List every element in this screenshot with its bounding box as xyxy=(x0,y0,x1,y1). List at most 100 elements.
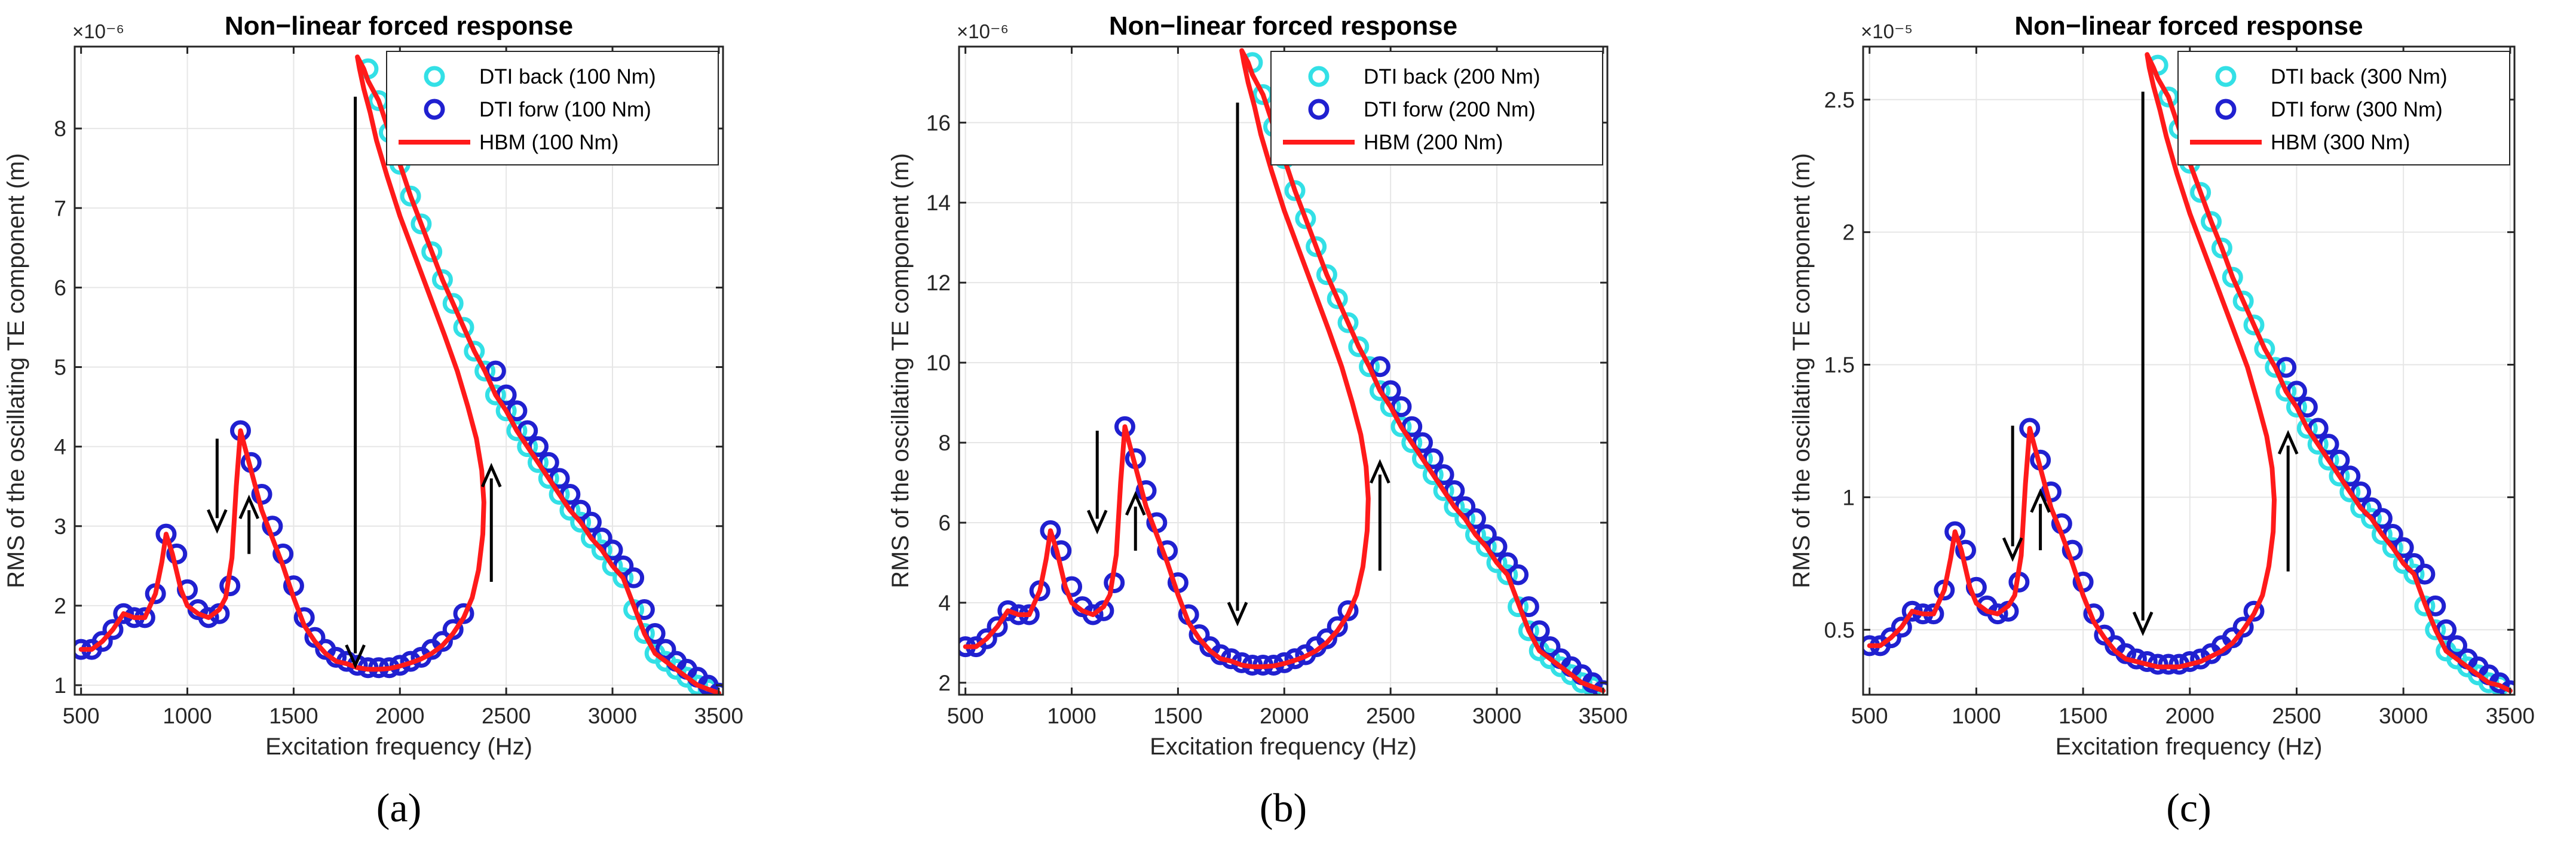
x-tick-label: 3500 xyxy=(694,704,743,728)
x-tick-label: 3000 xyxy=(1472,704,1521,728)
data-point xyxy=(2222,266,2243,288)
legend-marker-forw xyxy=(1308,99,1330,120)
x-axis-label: Excitation frequency (Hz) xyxy=(2056,734,2323,760)
legend: DTI back (100 Nm) DTI forw (100 Nm) HBM (1… xyxy=(386,51,719,165)
y-tick-label: 2 xyxy=(938,671,951,695)
data-point xyxy=(2232,290,2254,312)
chart-title: Non−linear forced response xyxy=(225,11,573,41)
y-tick-label: 7 xyxy=(54,196,66,220)
data-point xyxy=(1316,264,1337,286)
data-point xyxy=(1295,208,1316,229)
chart-title: Non−linear forced response xyxy=(1109,11,1457,41)
data-point xyxy=(2361,508,2382,529)
series-hbm-line xyxy=(963,48,1606,694)
chart-panel-3: 500 1000 1500 2000 2500 3000 3500 0.5 1 1.5 2 2.5 ×1… xyxy=(1788,11,2535,830)
legend: DTI back (200 Nm) DTI forw (200 Nm) HBM (2… xyxy=(1270,51,1603,165)
data-point xyxy=(411,213,432,235)
x-tick-label: 2500 xyxy=(1366,704,1415,728)
data-point xyxy=(442,293,464,314)
data-point xyxy=(1306,236,1327,257)
data-point xyxy=(453,603,474,624)
data-point xyxy=(2232,616,2254,638)
data-point xyxy=(2158,654,2179,675)
y-tick-label: 4 xyxy=(938,591,951,615)
data-point xyxy=(2275,381,2297,402)
axes-box xyxy=(958,45,1609,696)
legend-label: DTI forw (200 Nm) xyxy=(1364,98,1536,121)
data-point xyxy=(1571,672,1592,694)
x-tick-label: 500 xyxy=(63,704,100,728)
y-axis-label: RMS of the oscillating TE component (m) xyxy=(887,153,914,588)
legend-label: DTI back (200 Nm) xyxy=(1364,65,1540,88)
x-axis-label: Excitation frequency (Hz) xyxy=(1150,734,1417,760)
data-point xyxy=(987,616,1008,637)
data-point xyxy=(1475,536,1497,557)
legend-label: DTI back (300 Nm) xyxy=(2271,65,2448,88)
data-point xyxy=(2446,635,2468,656)
legend-marker-back xyxy=(1308,66,1330,87)
data-point xyxy=(1082,604,1104,625)
jump-arrow xyxy=(1125,490,1146,551)
data-point xyxy=(1891,616,1912,638)
x-tick-label: 500 xyxy=(1851,704,1888,728)
legend-marker-forw xyxy=(424,99,445,120)
data-point xyxy=(2094,624,2115,646)
jump-arrow xyxy=(2030,488,2051,551)
data-point xyxy=(1539,636,1561,658)
data-point xyxy=(2500,680,2514,695)
data-point xyxy=(2403,563,2425,585)
y-tick-label: 4 xyxy=(54,435,66,459)
data-point xyxy=(2254,338,2275,360)
jump-arrow xyxy=(345,96,366,669)
y-tick-label: 8 xyxy=(938,431,951,455)
y-exponent-label: ×10⁻⁶ xyxy=(72,20,124,42)
data-point xyxy=(2190,182,2211,203)
data-point xyxy=(570,511,592,533)
y-tick-label: 6 xyxy=(54,275,66,300)
data-point xyxy=(2222,627,2243,649)
data-point xyxy=(2243,314,2265,336)
data-point xyxy=(113,603,134,624)
data-point xyxy=(1316,628,1337,649)
data-point xyxy=(304,627,326,648)
x-tick-label: 2500 xyxy=(482,704,531,728)
y-tick-label: 16 xyxy=(926,111,951,135)
data-point xyxy=(1390,416,1412,437)
data-point xyxy=(474,360,496,382)
data-point xyxy=(1359,356,1380,378)
y-tick-label: 12 xyxy=(926,271,951,295)
data-point xyxy=(485,384,506,406)
legend-label: DTI forw (300 Nm) xyxy=(2271,98,2443,121)
data-point xyxy=(464,340,485,362)
legend-label: HBM (100 Nm) xyxy=(479,131,618,154)
y-tick-label: 10 xyxy=(926,351,951,375)
legend-label: DTI forw (100 Nm) xyxy=(479,98,651,121)
data-point xyxy=(2158,86,2179,108)
data-point xyxy=(102,619,124,640)
data-point xyxy=(198,607,219,628)
data-point xyxy=(1497,564,1518,585)
data-point xyxy=(612,567,634,588)
data-point xyxy=(400,185,421,207)
jump-arrow-head xyxy=(1227,602,1248,627)
data-point xyxy=(442,619,464,640)
x-tick-label: 2000 xyxy=(2165,704,2214,728)
data-point xyxy=(2243,600,2265,622)
x-tick-label: 1000 xyxy=(163,704,212,728)
legend: DTI back (300 Nm) DTI forw (300 Nm) HBM (3… xyxy=(2177,51,2510,165)
x-tick-label: 500 xyxy=(947,704,984,728)
x-tick-label: 2500 xyxy=(2272,704,2321,728)
data-point xyxy=(591,539,612,561)
legend-marker-back xyxy=(2215,66,2237,87)
x-tick-label: 1000 xyxy=(1047,704,1096,728)
y-exponent-label: ×10⁻⁶ xyxy=(957,20,1009,42)
data-point xyxy=(1880,627,1901,649)
legend-label: HBM (300 Nm) xyxy=(2271,131,2410,154)
data-point xyxy=(2425,619,2446,640)
data-point xyxy=(1337,600,1359,621)
jump-arrow-head xyxy=(1086,510,1108,535)
x-tick-label: 3500 xyxy=(1579,704,1628,728)
legend-label: DTI back (100 Nm) xyxy=(479,65,656,88)
x-tick-label: 1000 xyxy=(1952,704,2001,728)
